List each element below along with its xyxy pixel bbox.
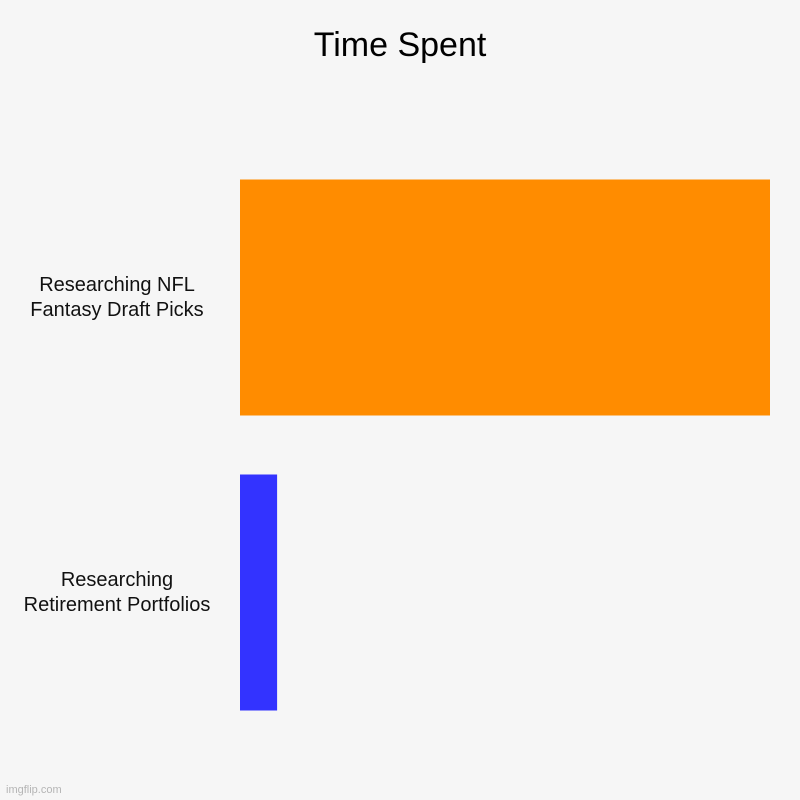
category-label-2: Researching Retirement Portfolios — [23, 568, 211, 616]
chart-title: Time Spent — [313, 26, 487, 64]
category-label-1: Researching NFL Fantasy Draft Picks — [30, 273, 204, 321]
watermark: imgflip.com — [6, 784, 62, 796]
bar-2 — [240, 474, 278, 711]
bar-1 — [240, 179, 770, 416]
